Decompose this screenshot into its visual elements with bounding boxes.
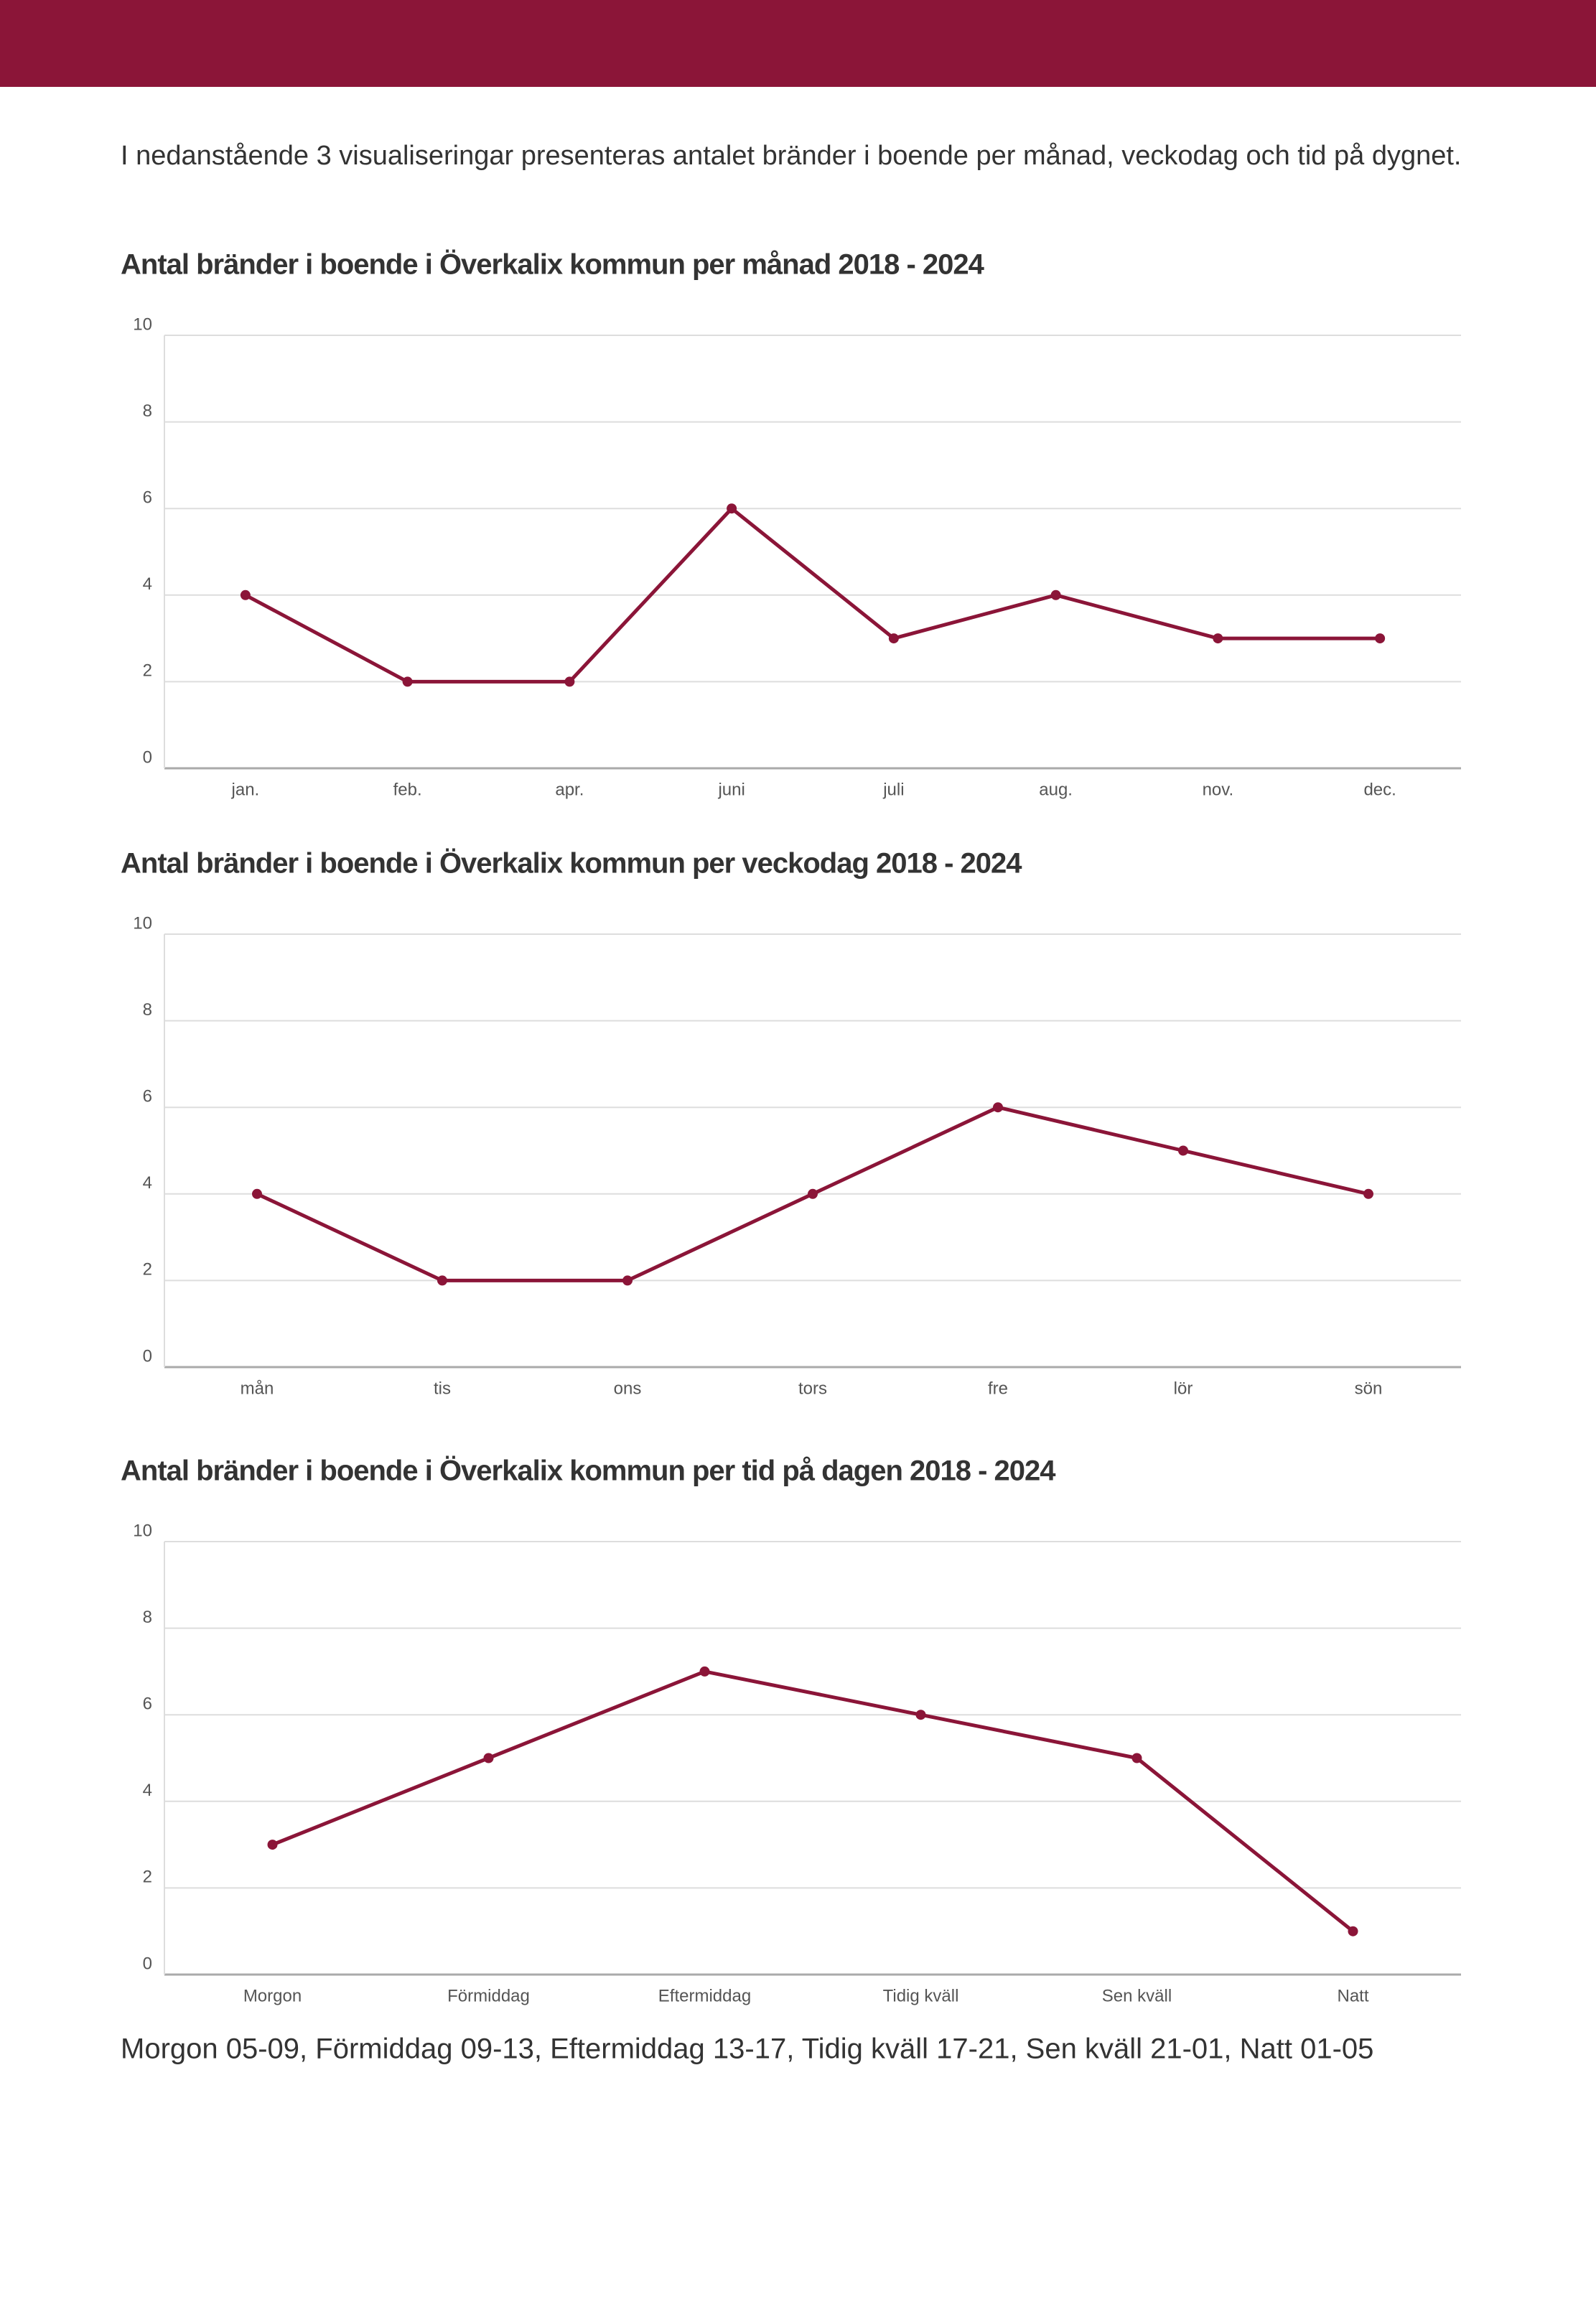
y-tick-label: 6: [143, 1087, 152, 1106]
data-point: [402, 676, 413, 687]
x-tick-label: ons: [614, 1379, 642, 1398]
x-tick-label: aug.: [1039, 780, 1073, 799]
data-point: [699, 1666, 710, 1677]
y-tick-label: 10: [133, 913, 152, 933]
data-point: [1178, 1145, 1188, 1156]
data-point: [483, 1753, 494, 1763]
y-tick-label: 8: [143, 1000, 152, 1020]
data-line: [244, 506, 1381, 684]
chart-title: Antal bränder i boende i Överkalix kommu…: [121, 847, 1022, 880]
data-point: [1050, 589, 1061, 600]
data-point: [622, 1275, 633, 1286]
x-tick-label: Sen kväll: [1102, 1986, 1172, 2005]
y-tick-label: 4: [143, 574, 152, 594]
y-tick-label: 0: [143, 747, 152, 767]
x-tick-label: Natt: [1337, 1986, 1368, 2005]
x-tick-label: Förmiddag: [447, 1986, 530, 2005]
x-tick-label: dec.: [1363, 780, 1396, 799]
x-tick-label: juli: [882, 780, 904, 799]
data-point: [1131, 1753, 1142, 1763]
y-tick-label: 2: [143, 1868, 152, 1887]
x-tick-label: tors: [798, 1379, 827, 1398]
y-tick-label: 6: [143, 488, 152, 508]
chart-title: Antal bränder i boende i Överkalix kommu…: [121, 248, 985, 281]
data-point: [727, 503, 737, 514]
y-tick-label: 10: [133, 314, 152, 334]
y-tick-label: 8: [143, 401, 152, 421]
data-point: [252, 1188, 262, 1199]
x-tick-label: nov.: [1203, 780, 1234, 799]
data-point: [1213, 633, 1223, 644]
y-tick-label: 10: [133, 1521, 152, 1540]
data-point: [564, 676, 575, 687]
data-point: [1348, 1926, 1358, 1937]
y-tick-label: 0: [143, 1346, 152, 1366]
x-tick-label: jan.: [231, 780, 260, 799]
data-point: [1375, 633, 1386, 644]
footnote: Morgon 05-09, Förmiddag 09-13, Eftermidd…: [121, 2033, 1373, 2065]
data-point: [267, 1840, 278, 1850]
y-tick-label: 6: [143, 1695, 152, 1714]
y-tick-label: 0: [143, 1954, 152, 1973]
x-tick-label: Tidig kväll: [883, 1986, 959, 2005]
data-point: [993, 1102, 1003, 1113]
x-tick-label: fre: [988, 1379, 1008, 1398]
data-point: [240, 589, 251, 600]
data-point: [915, 1710, 926, 1720]
y-tick-label: 2: [143, 661, 152, 681]
x-tick-label: Eftermiddag: [658, 1986, 751, 2005]
intro-text: I nedanstående 3 visualiseringar present…: [121, 141, 1461, 171]
y-tick-label: 4: [143, 1781, 152, 1800]
x-tick-label: Morgon: [243, 1986, 302, 2005]
x-tick-label: tis: [434, 1379, 451, 1398]
x-tick-label: sön: [1355, 1379, 1383, 1398]
x-tick-label: apr.: [555, 780, 584, 799]
data-line: [271, 1669, 1355, 1933]
data-point: [808, 1188, 818, 1199]
header-bar: [0, 0, 1596, 87]
x-tick-label: feb.: [393, 780, 422, 799]
chart-title: Antal bränder i boende i Överkalix kommu…: [121, 1455, 1056, 1487]
y-tick-label: 8: [143, 1608, 152, 1627]
data-point: [1363, 1188, 1373, 1199]
x-tick-label: mån: [241, 1379, 274, 1398]
data-point: [888, 633, 899, 644]
x-tick-label: juni: [717, 780, 745, 799]
x-tick-label: lör: [1174, 1379, 1193, 1398]
y-tick-label: 4: [143, 1173, 152, 1193]
y-tick-label: 2: [143, 1260, 152, 1280]
data-point: [437, 1275, 447, 1286]
